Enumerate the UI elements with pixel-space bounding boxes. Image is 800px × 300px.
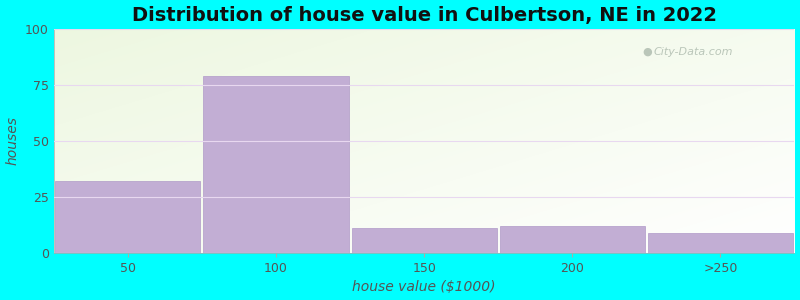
Bar — [55, 181, 201, 253]
Bar — [500, 226, 645, 253]
Text: ●: ● — [642, 47, 652, 57]
Title: Distribution of house value in Culbertson, NE in 2022: Distribution of house value in Culbertso… — [132, 6, 717, 25]
Bar — [648, 233, 793, 253]
Text: City-Data.com: City-Data.com — [654, 47, 734, 57]
X-axis label: house value ($1000): house value ($1000) — [352, 280, 496, 294]
Bar — [351, 228, 497, 253]
Bar — [203, 76, 349, 253]
Y-axis label: houses: houses — [6, 116, 19, 165]
